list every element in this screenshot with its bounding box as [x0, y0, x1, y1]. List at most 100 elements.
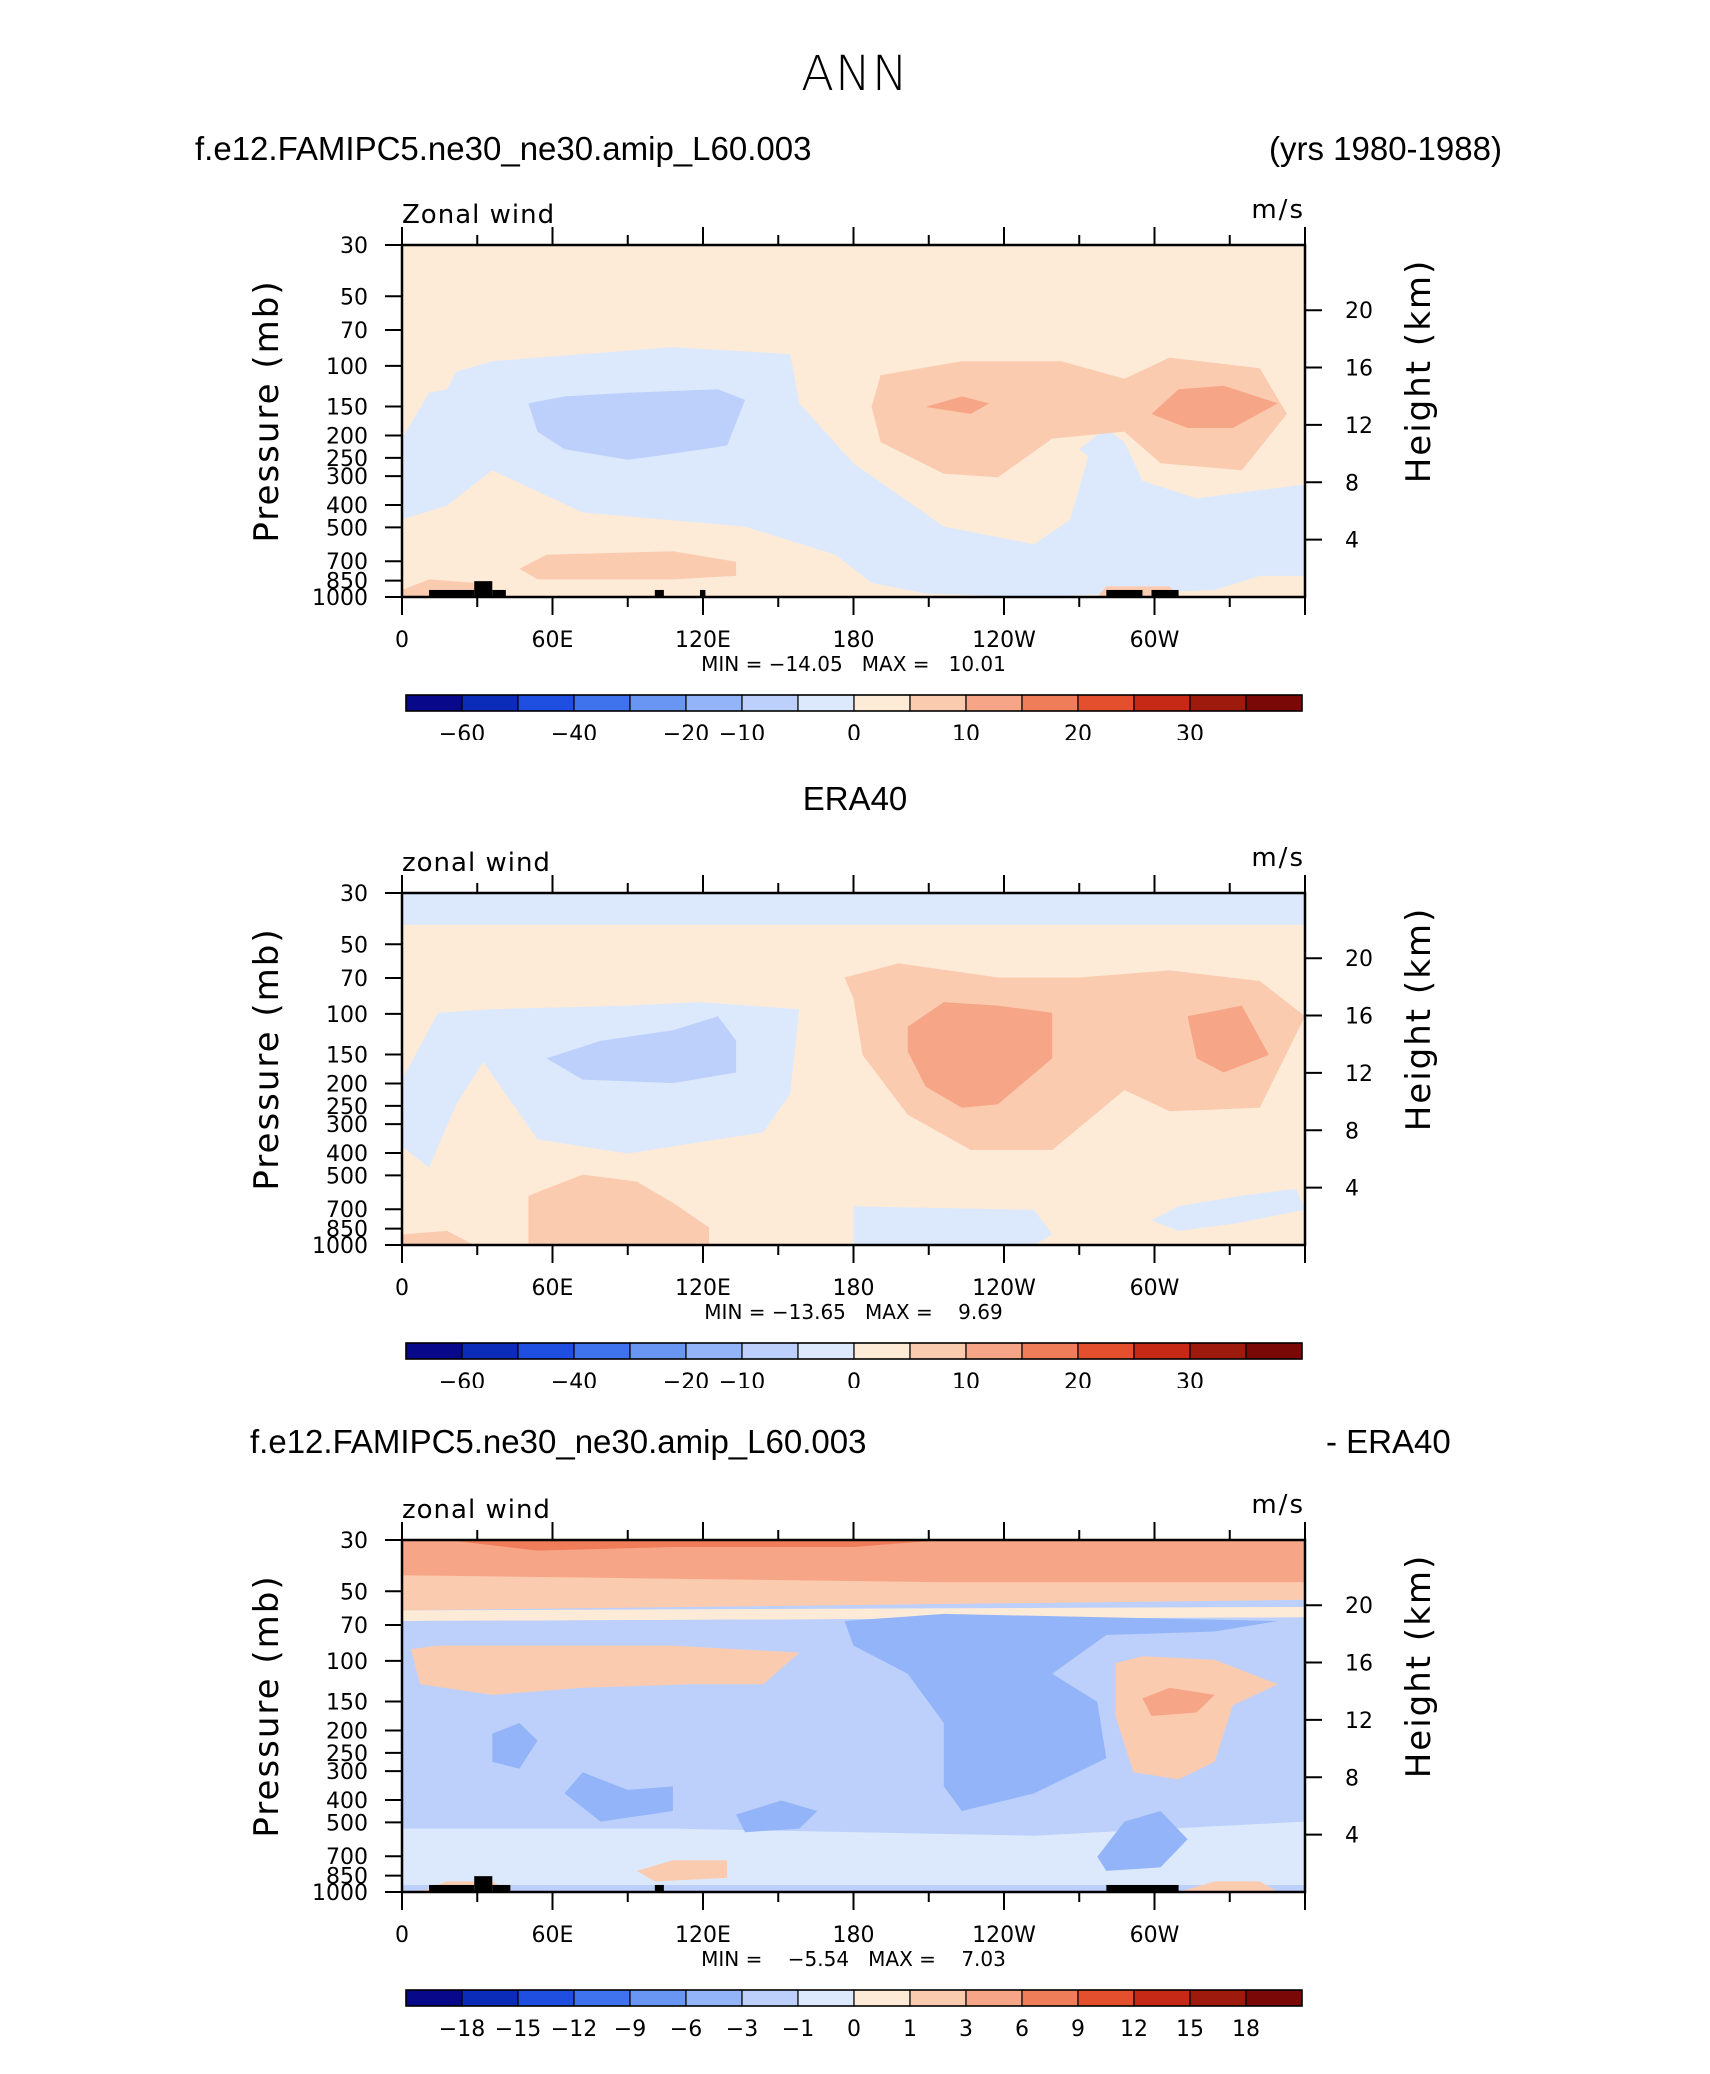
main-title: ANN — [801, 46, 909, 102]
contour-neg-lighter-low — [402, 1821, 1305, 1885]
y-right-tick-label: 8 — [1345, 1119, 1359, 1144]
y-tick-label: 30 — [340, 1529, 368, 1554]
x-tick-label: 120W — [972, 628, 1036, 653]
colorbar-label: −20 — [663, 1370, 709, 1388]
colorbar-swatch — [573, 1342, 631, 1360]
y-tick-label: 70 — [340, 967, 368, 992]
colorbar-swatch — [797, 1989, 855, 2007]
x-tick-label: 120E — [675, 1923, 731, 1948]
contour-pos-low — [636, 1860, 728, 1882]
colorbar-swatch — [517, 1342, 575, 1360]
colorbar-swatch — [1189, 1989, 1247, 2007]
plot-title: zonal wind — [402, 848, 551, 878]
y-tick-label: 850 — [326, 1865, 368, 1890]
plot-title: zonal wind — [402, 1495, 551, 1525]
colorbar-swatch — [741, 694, 799, 712]
colorbar-swatch — [461, 694, 519, 712]
colorbar-label: −3 — [726, 2017, 758, 2040]
y-right-tick-label: 12 — [1345, 414, 1373, 439]
colorbar-label: −20 — [663, 722, 709, 740]
colorbar-label: 15 — [1176, 2017, 1204, 2040]
y-axis-title: Pressure (mb) — [247, 1574, 287, 1837]
contour-fill-group — [402, 893, 1305, 1245]
topography-block — [492, 589, 506, 597]
y-tick-label: 50 — [340, 1580, 368, 1605]
colorbar-label: 9 — [1071, 2017, 1085, 2040]
panel1-case-title: f.e12.FAMIPC5.ne30_ne30.amip_L60.003 — [195, 130, 812, 167]
y-right-axis-title: Height (km) — [1399, 1554, 1439, 1779]
y-right-tick-label: 12 — [1345, 1062, 1373, 1087]
contour-pos-surface-east — [1178, 1881, 1278, 1892]
y-tick-label: 50 — [340, 285, 368, 310]
colorbar-swatch — [405, 694, 463, 712]
x-tick-label: 60W — [1130, 1923, 1180, 1948]
y-tick-label: 70 — [340, 319, 368, 344]
contour-pos-surface — [402, 1230, 475, 1245]
y-tick-label: 30 — [340, 882, 368, 907]
colorbar-swatch — [909, 694, 967, 712]
topography-block — [474, 1876, 493, 1892]
colorbar-swatch — [1245, 1989, 1303, 2007]
colorbar-frame — [405, 1342, 1303, 1360]
contour-fill-group — [402, 1540, 1305, 1892]
x-tick-label: 60E — [532, 1276, 574, 1301]
colorbar-swatch — [685, 694, 743, 712]
panel3-plot: 0 60E 120E 180 120W 60W3050701001502002503004… — [247, 1490, 1439, 2040]
colorbar-label: 20 — [1064, 1370, 1092, 1388]
colorbar-frame — [405, 694, 1303, 712]
colorbar-label: −40 — [551, 722, 597, 740]
colorbar-label: 6 — [1015, 2017, 1029, 2040]
y-tick-label: 400 — [326, 1142, 368, 1167]
contour-pos-core-b — [1151, 385, 1278, 428]
colorbar-swatch — [1133, 694, 1191, 712]
plot-units: m/s — [1251, 195, 1305, 225]
colorbar-swatch — [965, 1342, 1023, 1360]
y-right-tick-label: 4 — [1345, 1824, 1359, 1849]
colorbar-swatch — [741, 1342, 799, 1360]
x-tick-label: 60E — [532, 628, 574, 653]
y-tick-label: 30 — [340, 234, 368, 259]
colorbar-swatch — [1133, 1989, 1191, 2007]
topography-block — [699, 589, 706, 597]
contour-pos-core-a — [925, 396, 989, 414]
contour-pos-low — [528, 1174, 709, 1245]
y-right-tick-label: 4 — [1345, 1177, 1359, 1202]
colorbar-swatch — [1077, 694, 1135, 712]
colorbar-label: 18 — [1232, 2017, 1260, 2040]
colorbar-label: 0 — [847, 722, 861, 740]
topography-block — [1106, 589, 1143, 597]
y-tick-label: 200 — [326, 1072, 368, 1097]
contour-neg-core — [528, 389, 746, 460]
min-max-stats: MIN = −5.54 MAX = 7.03 — [701, 1947, 1006, 1971]
colorbar-swatch — [1077, 1342, 1135, 1360]
contour-neg-low-east — [853, 1206, 1053, 1245]
y-tick-label: 150 — [326, 1691, 368, 1716]
x-tick-label: 120W — [972, 1276, 1036, 1301]
x-tick-label: 120W — [972, 1923, 1036, 1948]
colorbar-label: −9 — [614, 2017, 646, 2040]
y-tick-label: 300 — [326, 1760, 368, 1785]
y-right-tick-label: 8 — [1345, 1766, 1359, 1791]
colorbar-label: −60 — [439, 1370, 485, 1388]
x-tick-label: 180 — [833, 1923, 875, 1948]
colorbar-swatch — [1189, 694, 1247, 712]
colorbar-swatch — [1245, 1342, 1303, 1360]
panel1-years: (yrs 1980-1988) — [1269, 130, 1502, 167]
contour-neg-core — [546, 1016, 737, 1084]
colorbar-swatch — [685, 1989, 743, 2007]
colorbar-label: 0 — [847, 2017, 861, 2040]
contour-neg-low-west — [1151, 1188, 1305, 1231]
y-tick-label: 400 — [326, 494, 368, 519]
y-tick-label: 500 — [326, 1164, 368, 1189]
panel3-case-title: f.e12.FAMIPC5.ne30_ne30.amip_L60.003 — [250, 1423, 867, 1460]
colorbar-swatch — [741, 1989, 799, 2007]
topography-block — [474, 581, 493, 597]
y-tick-label: 300 — [326, 1113, 368, 1138]
y-tick-label: 1000 — [312, 586, 368, 611]
y-tick-label: 700 — [326, 1198, 368, 1223]
plot-units: m/s — [1251, 843, 1305, 873]
y-axis-title: Pressure (mb) — [247, 927, 287, 1190]
topography-block — [654, 1884, 664, 1892]
plot-title: Zonal wind — [402, 200, 555, 230]
y-tick-label: 850 — [326, 570, 368, 595]
